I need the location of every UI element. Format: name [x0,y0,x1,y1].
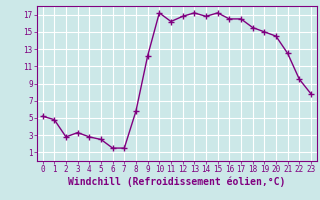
X-axis label: Windchill (Refroidissement éolien,°C): Windchill (Refroidissement éolien,°C) [68,177,285,187]
